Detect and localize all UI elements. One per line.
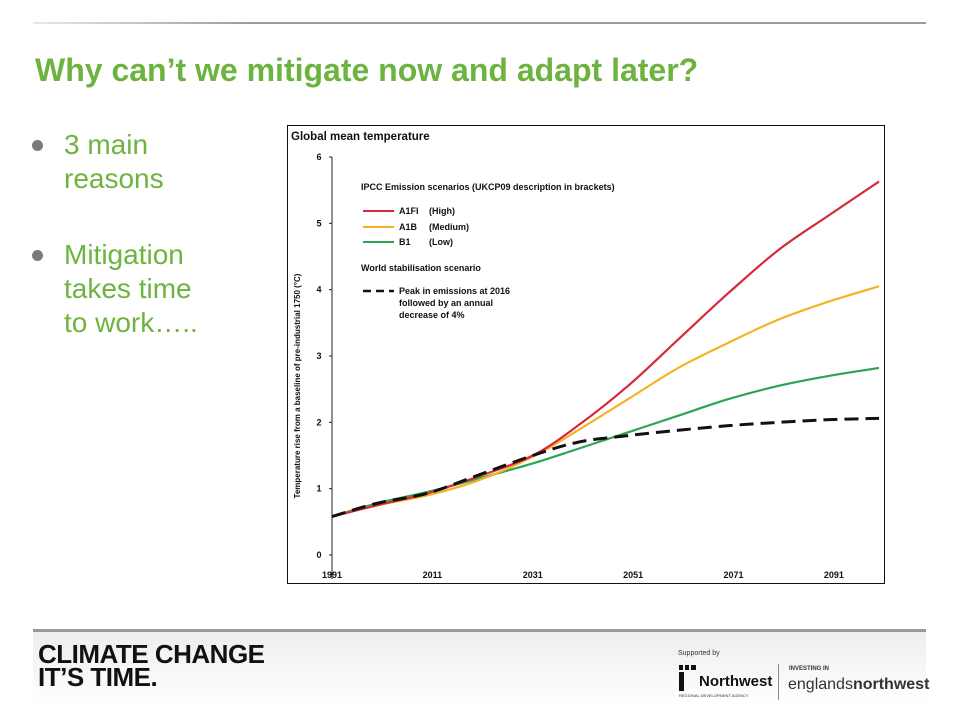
bullet-line: to work…..: [64, 307, 198, 338]
bullet-item-reasons: 3 main reasons: [30, 128, 260, 196]
northwest-agency: REGIONAL DEVELOPMENT AGENCY: [679, 693, 749, 698]
y-tick-label: 2: [316, 417, 321, 427]
y-tick-label: 5: [316, 218, 321, 228]
series-line-3: [331, 416, 880, 518]
x-tick-label: 2091: [824, 570, 844, 580]
bullet-dot: [32, 250, 43, 261]
temperature-chart: Global mean temperature Temperature rise…: [287, 125, 885, 584]
series-line-2: [331, 366, 880, 518]
legend-stab-line: followed by an annual: [399, 298, 493, 308]
series-line-0: [331, 180, 880, 518]
chart-svg: Global mean temperature Temperature rise…: [291, 131, 880, 580]
y-tick-label: 1: [316, 484, 321, 494]
x-tick-label: 2071: [723, 570, 743, 580]
y-tick-label: 6: [316, 152, 321, 162]
legend-heading: IPCC Emission scenarios (UKCP09 descript…: [361, 182, 615, 192]
y-axis-label: Temperature rise from a baseline of pre-…: [293, 273, 302, 498]
y-tick-label: 0: [316, 550, 321, 560]
bullet-line: takes time: [64, 273, 192, 304]
climate-change-logo: CLIMATE CHANGE IT’S TIME.: [38, 639, 265, 692]
series-line-1: [331, 285, 880, 518]
investing-in-label: INVESTING IN: [789, 666, 830, 672]
chart-title: Global mean temperature: [291, 131, 430, 143]
legend-desc-a1b: (Medium): [429, 222, 469, 232]
footer-rule: [33, 629, 926, 632]
y-tick-label: 4: [316, 285, 321, 295]
footer-divider: [778, 664, 779, 700]
slide-title: Why can’t we mitigate now and adapt late…: [35, 52, 699, 88]
bullet-list: 3 main reasons Mitigation takes time to …: [30, 128, 260, 382]
bullet-line: Mitigation: [64, 239, 184, 270]
legend-desc-b1: (Low): [429, 237, 453, 247]
x-tick-label: 1991: [322, 570, 342, 580]
northwest-rda-logo-icon: [679, 665, 696, 691]
legend-code-a1fi: A1FI: [399, 206, 419, 216]
bullet-item-mitigation: Mitigation takes time to work…..: [30, 238, 260, 340]
bullet-line: reasons: [64, 163, 164, 194]
axis-ticks: 0 1 2 3 4 5 6 1991 2011 2031 2051 2071 2091: [316, 152, 843, 580]
bullet-line: 3 main: [64, 129, 149, 160]
chart-legend: IPCC Emission scenarios (UKCP09 descript…: [361, 182, 615, 320]
y-tick-label: 3: [316, 351, 321, 361]
series-lines: [331, 180, 880, 518]
legend-code-b1: B1: [399, 237, 411, 247]
englands-northwest-logo: englandsnorthwest: [788, 676, 929, 694]
footer-band: [33, 632, 926, 704]
legend-stab-heading: World stabilisation scenario: [361, 263, 481, 273]
northwest-name: Northwest: [699, 673, 773, 690]
eng-part1: englands: [788, 676, 853, 693]
legend-code-a1b: A1B: [399, 222, 418, 232]
supported-by-label: Supported by: [678, 650, 720, 657]
legend-stab-line: decrease of 4%: [399, 310, 465, 320]
x-tick-label: 2031: [523, 570, 543, 580]
legend-desc-a1fi: (High): [429, 206, 455, 216]
logo-line: CLIMATE CHANGE: [38, 639, 265, 669]
legend-stab-line: Peak in emissions at 2016: [399, 286, 510, 296]
logo-line: IT’S TIME.: [38, 662, 158, 692]
eng-part2: northwest: [852, 676, 930, 693]
bullet-dot: [32, 140, 43, 151]
x-tick-label: 2011: [423, 570, 443, 580]
top-rule: [33, 22, 926, 24]
x-tick-label: 2051: [623, 570, 643, 580]
